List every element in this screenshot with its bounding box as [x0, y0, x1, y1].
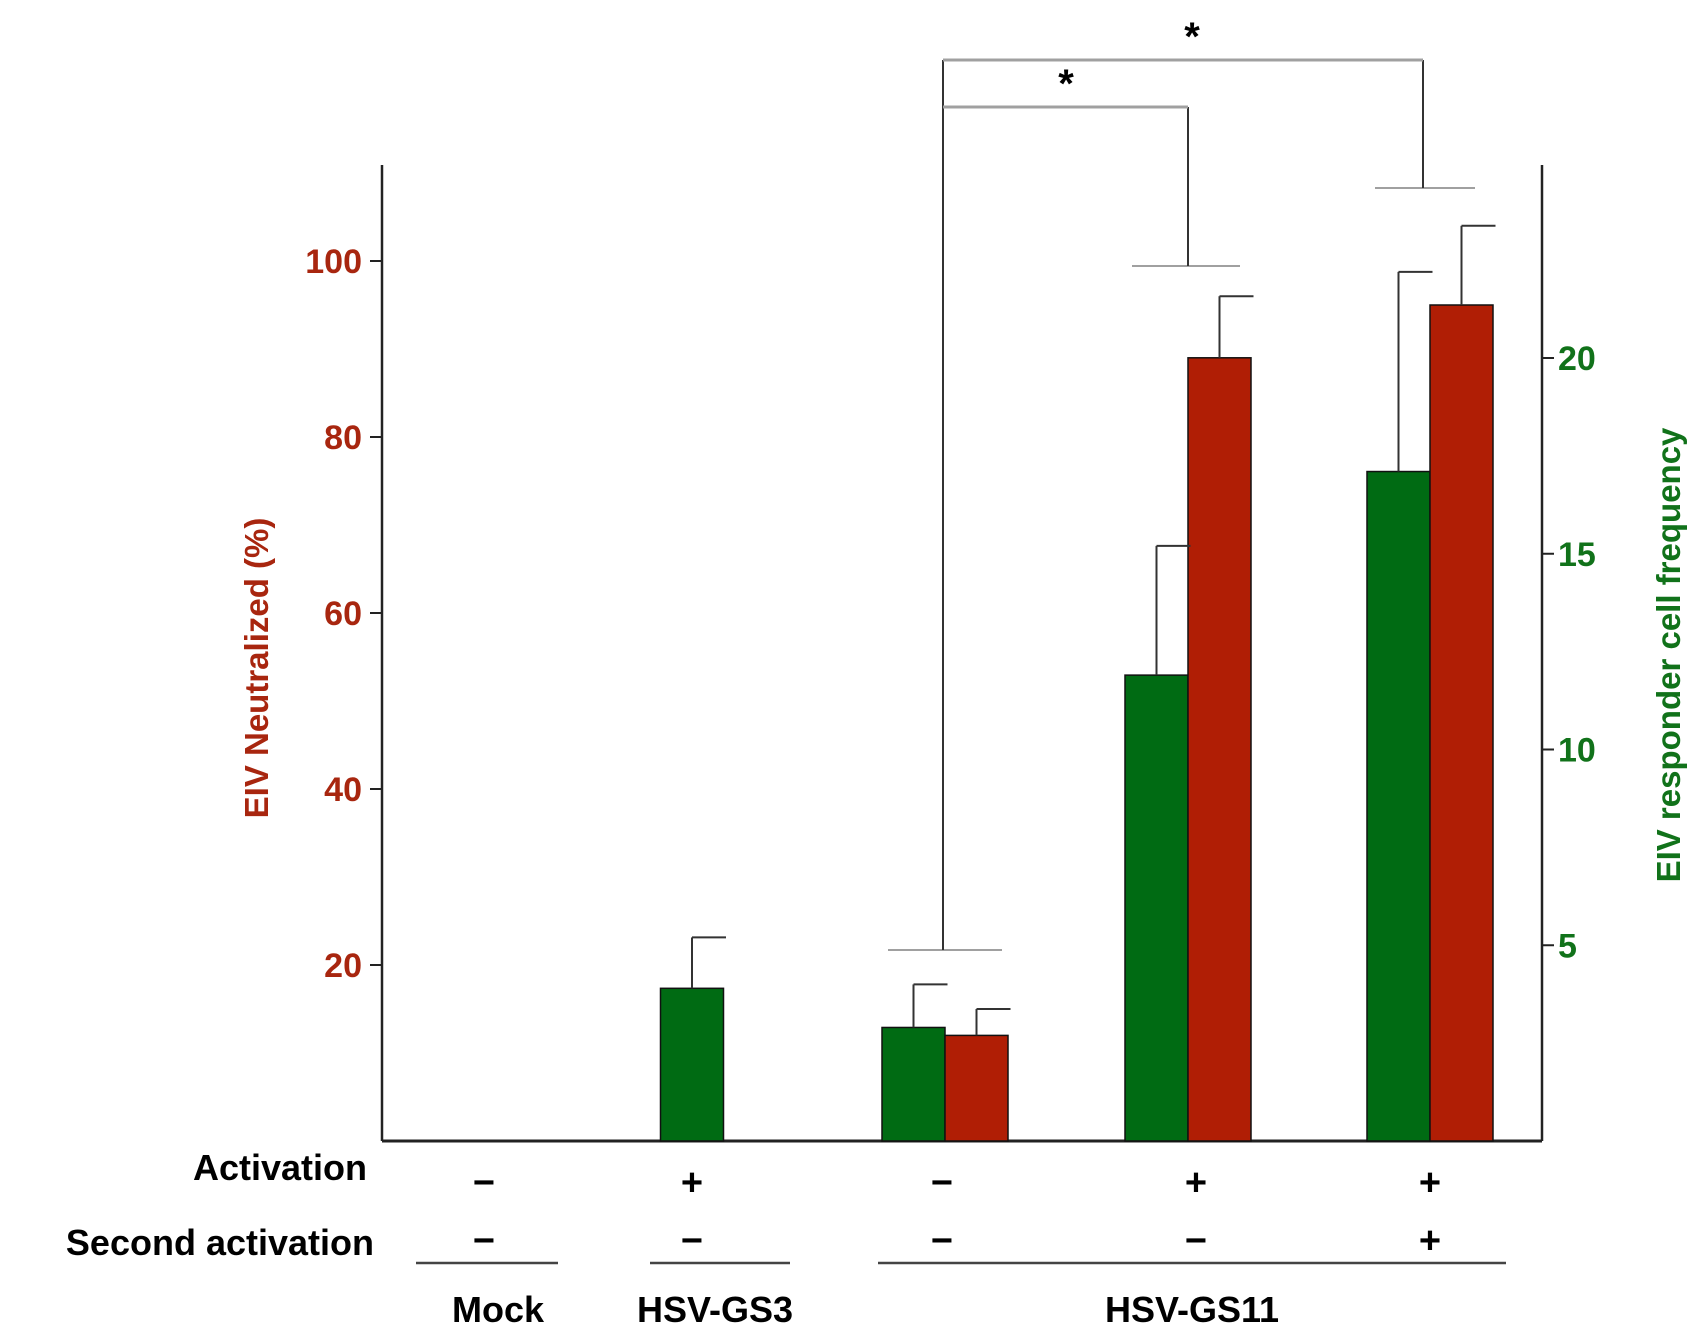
second-activation-mark: − [1185, 1220, 1207, 1262]
bar-neutralized-3 [1187, 357, 1252, 1142]
error-bars [691, 224, 1496, 1036]
left-tick-label: 40 [324, 771, 362, 809]
bar-responder-3 [1124, 674, 1189, 1142]
bar-responder-1 [659, 987, 725, 1142]
sig-star-inner: * [1058, 62, 1074, 106]
axes: 20 40 60 80 100 5 10 15 20 [305, 165, 1596, 1143]
left-tick-label: 20 [324, 947, 362, 985]
activation-mark: + [1185, 1162, 1207, 1204]
second-activation-mark: − [681, 1220, 703, 1262]
activation-mark: + [1419, 1162, 1441, 1204]
left-tick-label: 100 [305, 243, 362, 281]
right-tick-label: 20 [1558, 340, 1596, 378]
right-tick-label: 15 [1558, 536, 1596, 574]
activation-mark: − [473, 1162, 495, 1204]
right-tick-label: 10 [1558, 732, 1596, 770]
bar-neutralized-4 [1429, 304, 1494, 1142]
second-activation-mark: − [931, 1220, 953, 1262]
sig-star-outer: * [1184, 15, 1200, 59]
bars [659, 304, 1494, 1142]
significance-brackets: ** [888, 15, 1475, 951]
condition-rows: − − + − − − + − + + [473, 1162, 1441, 1262]
group-label-hsv-gs11: HSV-GS11 [1105, 1289, 1279, 1330]
right-tick-label: 5 [1558, 927, 1577, 965]
left-tick-label: 80 [324, 419, 362, 457]
activation-mark: − [931, 1162, 953, 1204]
bar-responder-2 [881, 1026, 946, 1142]
activation-mark: + [681, 1162, 703, 1204]
left-axis-label: EIV Neutralized (%) [238, 518, 275, 819]
right-axis-label: EIV responder cell frequency [1650, 427, 1687, 882]
left-tick-label: 60 [324, 595, 362, 633]
bar-neutralized-2 [944, 1034, 1009, 1142]
second-activation-mark: − [473, 1220, 495, 1262]
activation-row-label: Activation [193, 1147, 367, 1188]
second-activation-mark: + [1419, 1220, 1441, 1262]
group-label-mock: Mock [452, 1289, 545, 1330]
group-label-hsv-gs3: HSV-GS3 [637, 1289, 793, 1330]
second-activation-row-label: Second activation [66, 1222, 374, 1263]
bar-responder-4 [1366, 470, 1431, 1142]
